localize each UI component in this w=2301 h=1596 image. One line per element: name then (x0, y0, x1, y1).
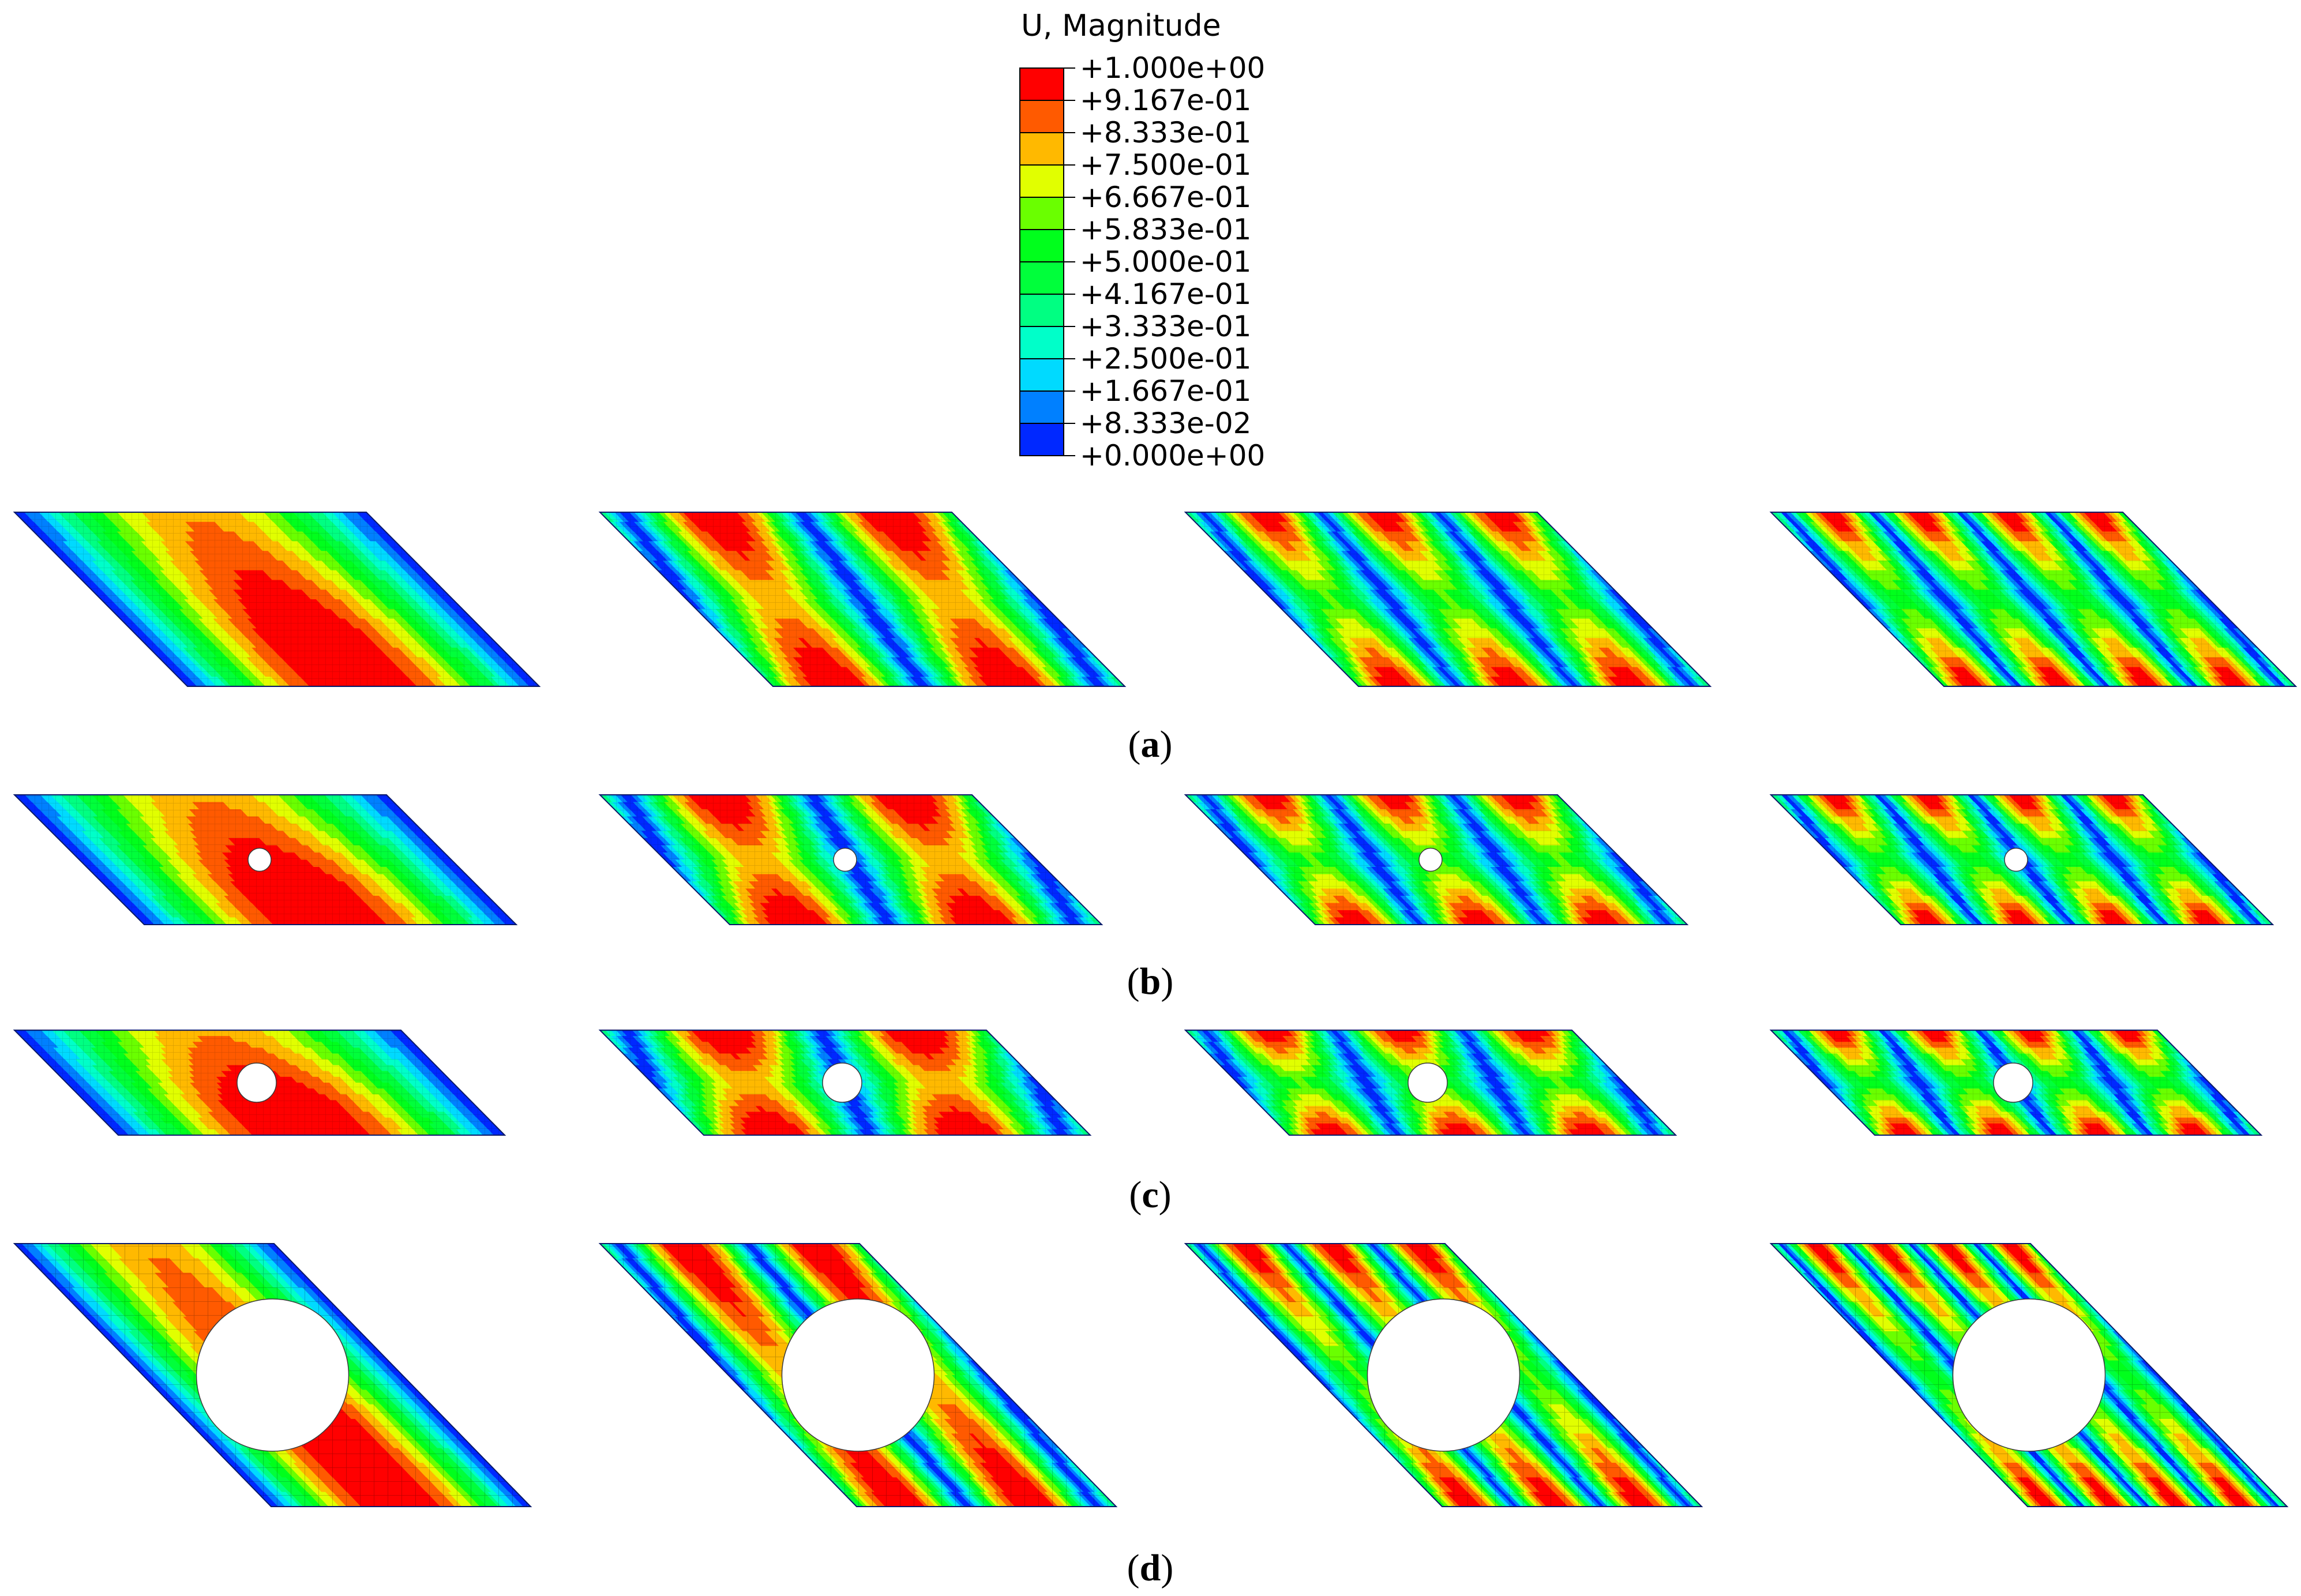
legend-label: +7.500e-01 (1080, 148, 1251, 182)
panel-c-mode-1 (13, 1030, 506, 1136)
hole-cutout (822, 1062, 862, 1103)
panel-row-a (13, 512, 2298, 687)
legend-swatch-4 (1019, 164, 1064, 198)
contour-panels (13, 512, 2298, 1507)
legend-label: +8.333e-02 (1080, 407, 1251, 440)
legend-swatch-9 (1019, 326, 1064, 359)
legend-label: +0.000e+00 (1080, 439, 1265, 472)
legend: U, Magnitude +1.000e+00+9.167e-01+8.333e… (1019, 9, 1265, 472)
hole-cutout (196, 1298, 350, 1452)
legend-label: +3.333e-01 (1080, 310, 1251, 343)
panel-c-mode-2 (598, 1030, 1092, 1136)
panel-b-mode-3 (1184, 794, 1689, 925)
caption-c: (c) (1129, 1174, 1171, 1216)
legend-label: +6.667e-01 (1080, 181, 1251, 214)
caption-letter-d: d (1140, 1547, 1161, 1589)
legend-swatch-3 (1019, 132, 1064, 166)
panel-c-mode-4 (1769, 1030, 2263, 1136)
hole-cutout (1952, 1298, 2106, 1452)
panel-b-mode-1 (13, 794, 518, 925)
panel-b-mode-4 (1769, 794, 2274, 925)
hole-cutout (1367, 1298, 1521, 1452)
legend-swatch-7 (1019, 261, 1064, 295)
hole-cutout (247, 847, 272, 872)
legend-label: +1.667e-01 (1080, 374, 1251, 408)
legend-swatch-6 (1019, 229, 1064, 262)
hole-cutout (1993, 1062, 2033, 1103)
panel-d-mode-2 (598, 1243, 1118, 1507)
hole-cutout (1418, 847, 1443, 872)
hole-cutout (237, 1062, 277, 1103)
legend-swatches (1019, 67, 1064, 456)
caption-a: (a) (1128, 723, 1173, 765)
panel-row-b (13, 794, 2274, 925)
panel-d-mode-1 (13, 1243, 532, 1507)
caption-letter-b: b (1140, 960, 1161, 1002)
hole-cutout (2004, 847, 2028, 872)
panel-a-mode-2 (598, 512, 1127, 687)
legend-swatch-11 (1019, 390, 1064, 424)
legend-title: U, Magnitude (1021, 9, 1221, 43)
legend-swatch-1 (1019, 67, 1064, 101)
legend-label: +2.500e-01 (1080, 342, 1251, 375)
hole-cutout (833, 847, 857, 872)
panel-c-mode-3 (1184, 1030, 1677, 1136)
hole-cutout (1407, 1062, 1448, 1103)
legend-label: +9.167e-01 (1080, 84, 1251, 117)
caption-letter-c: c (1142, 1174, 1158, 1216)
panel-row-d (13, 1243, 2289, 1507)
panel-d-mode-4 (1769, 1243, 2289, 1507)
legend-labels: +1.000e+00+9.167e-01+8.333e-01+7.500e-01… (1064, 51, 1265, 472)
legend-swatch-5 (1019, 197, 1064, 230)
legend-label: +8.333e-01 (1080, 116, 1251, 149)
hole-cutout (781, 1298, 935, 1452)
panel-a-mode-3 (1184, 512, 1712, 687)
panel-a-mode-4 (1769, 512, 2298, 687)
caption-d: (d) (1127, 1547, 1174, 1589)
legend-swatch-8 (1019, 294, 1064, 327)
legend-swatch-2 (1019, 100, 1064, 133)
caption-letter-a: a (1141, 723, 1160, 765)
panel-row-c (13, 1030, 2263, 1136)
legend-label: +4.167e-01 (1080, 277, 1251, 311)
panel-b-mode-2 (598, 794, 1103, 925)
legend-label: +1.000e+00 (1080, 51, 1265, 85)
panel-d-mode-3 (1184, 1243, 1703, 1507)
legend-label: +5.000e-01 (1080, 245, 1251, 279)
caption-b: (b) (1127, 960, 1174, 1002)
legend-label: +5.833e-01 (1080, 213, 1251, 246)
legend-swatch-12 (1019, 423, 1064, 456)
legend-swatch-10 (1019, 358, 1064, 392)
panel-a-mode-1 (13, 512, 541, 687)
